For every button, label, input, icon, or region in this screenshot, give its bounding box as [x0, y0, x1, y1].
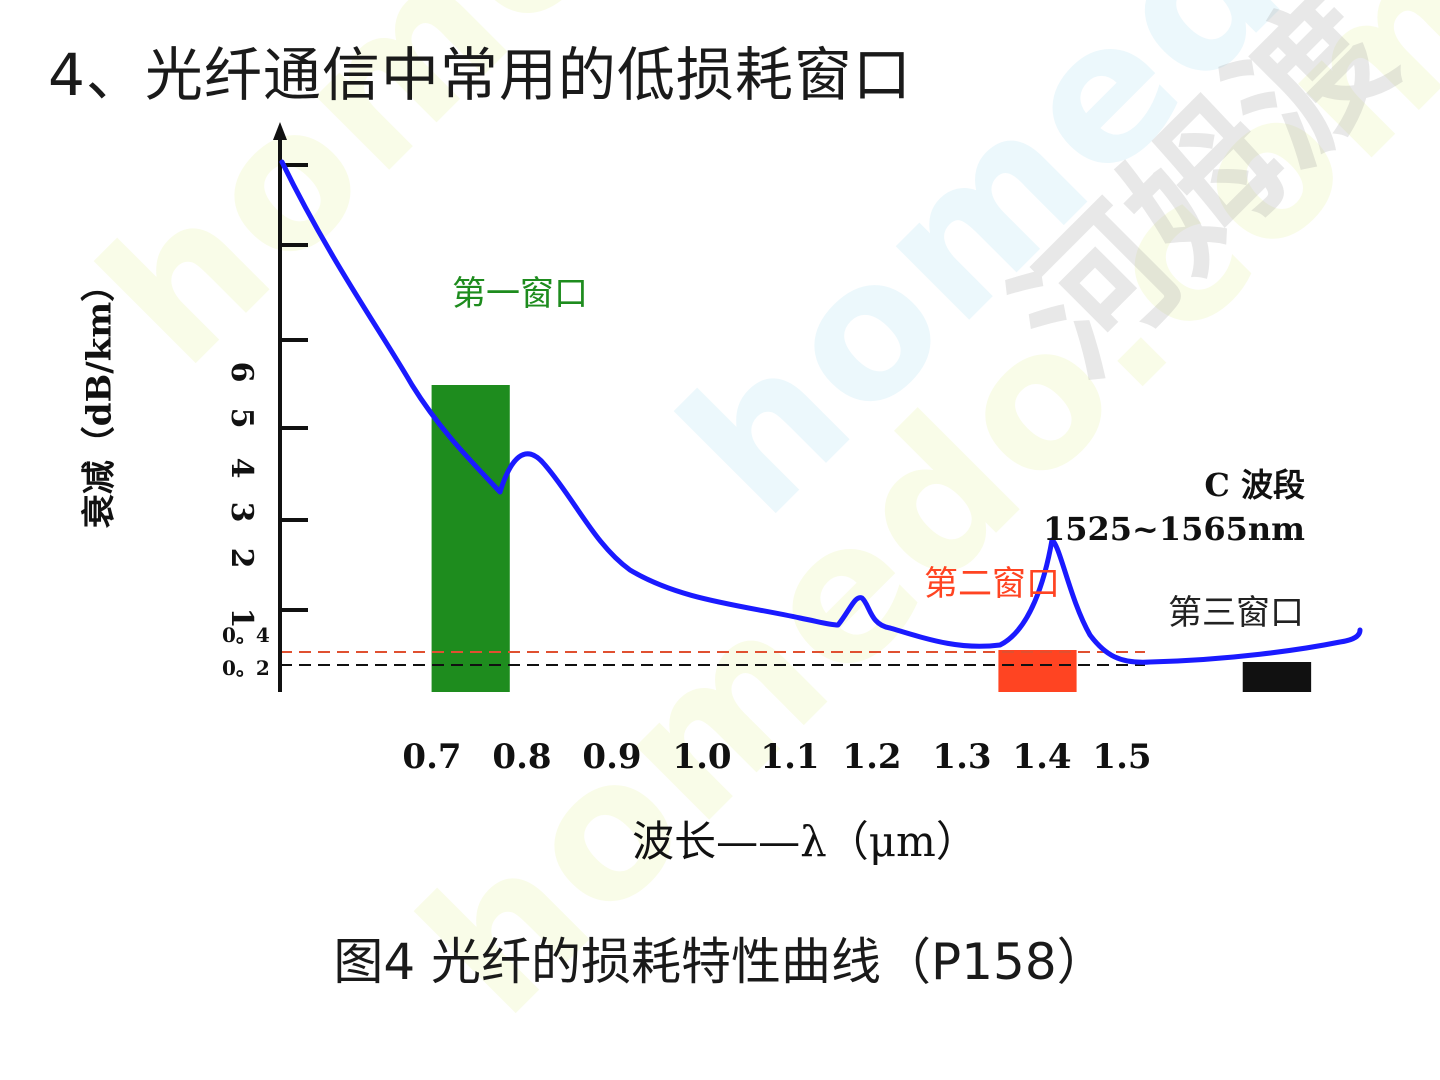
window-label-1: 第一窗口 [452, 274, 588, 314]
x-tick-label: 1.4 [1012, 737, 1071, 777]
y-tick-label: 2 [224, 548, 259, 569]
window-label-2: 第二窗口 [924, 564, 1060, 604]
y-tick-label: 4 [224, 458, 259, 479]
x-tick-label: 0.9 [582, 737, 641, 777]
window-bar-2 [998, 650, 1077, 692]
figure-caption: 图4 光纤的损耗特性曲线（P158） [333, 933, 1107, 991]
ref-line-label: 0。2 [222, 656, 270, 680]
loss-curve [279, 159, 1363, 665]
window-bar-3 [1242, 662, 1312, 692]
x-tick-label: 0.8 [492, 737, 551, 777]
window-label-3: 第三窗口 [1168, 593, 1304, 633]
y-tick-label: 6 [224, 362, 259, 383]
window-bar-1 [431, 385, 510, 692]
y-axis-title: 衰减（dB/km） [79, 267, 120, 529]
x-tick-label: 1.3 [932, 737, 991, 777]
x-tick-label: 1.0 [672, 737, 731, 777]
c-band-label: C 波段 [1204, 466, 1305, 504]
x-tick-label: 1.1 [760, 737, 819, 777]
x-tick-label: 1.5 [1092, 737, 1151, 777]
ref-line-label: 0。4 [222, 623, 270, 647]
x-tick-label: 1.2 [842, 737, 901, 777]
y-tick-label: 3 [224, 502, 259, 523]
y-tick-label: 5 [224, 408, 259, 429]
y-tick-label: 1 [224, 608, 259, 629]
x-axis-title: 波长——λ（μm） [632, 817, 978, 866]
c-band-range: 1525~1565nm [1043, 510, 1305, 548]
y-axis-arrow [273, 122, 287, 140]
x-tick-label: 0.7 [402, 737, 461, 777]
page-title: 4、光纤通信中常用的低损耗窗口 [48, 41, 912, 109]
